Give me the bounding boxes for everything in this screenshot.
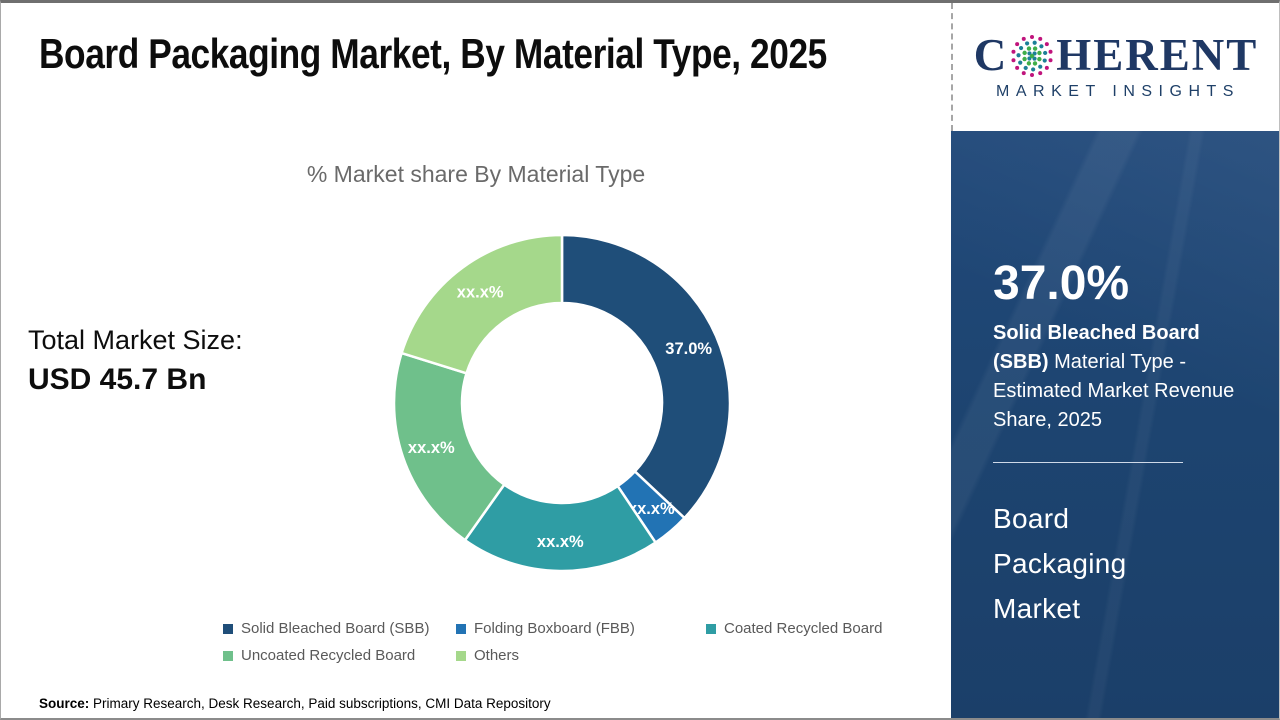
chart-title: % Market share By Material Type — [306, 161, 646, 187]
legend-item-solid-bleached-board-sbb: Solid Bleached Board (SBB) — [223, 620, 456, 637]
legend-label: Uncoated Recycled Board — [241, 647, 416, 664]
legend-swatch-icon — [223, 623, 233, 634]
donut-segment-label: xx.x% — [408, 439, 455, 457]
legend-swatch-icon — [456, 623, 466, 634]
dotted-globe-icon — [1011, 34, 1053, 77]
brand-logo-subtitle: MARKET INSIGHTS — [996, 83, 1240, 100]
sidebar-stat-label-rest: Material Type - Estimated Market Revenue… — [993, 351, 1235, 432]
sidebar-stat-value: 37.0% — [993, 257, 1130, 310]
legend-item-coated-recycled-board: Coated Recycled Board — [706, 620, 882, 637]
total-market-value: USD 45.7 Bn — [28, 363, 207, 396]
highlight-sidebar: 37.0% Solid Bleached Board (SBB) Materia… — [951, 131, 1279, 718]
legend-label: Folding Boxboard (FBB) — [474, 620, 635, 637]
sidebar-divider — [993, 462, 1183, 464]
legend-item-others: Others — [456, 647, 706, 664]
donut-segment-label: xx.x% — [537, 533, 584, 551]
donut-segment-label: 37.0% — [665, 340, 712, 358]
legend-swatch-icon — [706, 623, 716, 634]
total-market-label: Total Market Size: — [28, 325, 243, 355]
legend-label: Coated Recycled Board — [724, 620, 883, 637]
brand-logo-panel: C HERENT MARKET INSIGHTS — [951, 3, 1279, 131]
legend-item-uncoated-recycled-board: Uncoated Recycled Board — [223, 647, 456, 664]
sidebar-market-name: Board Packaging Market — [993, 503, 1127, 625]
donut-segment-others — [400, 233, 564, 375]
chart-legend: Solid Bleached Board (SBB) Folding Boxboa… — [223, 620, 882, 664]
legend-item-folding-boxboard-fbb: Folding Boxboard (FBB) — [456, 620, 706, 637]
total-market-block: Total Market Size: USD 45.7 Bn — [28, 325, 243, 397]
legend-swatch-icon — [456, 650, 466, 661]
legend-label: Solid Bleached Board (SBB) — [241, 620, 430, 637]
sidebar-stat-label-bold: Solid Bleached Board (SBB) — [993, 322, 1200, 374]
brand-logo-wordmark: C HERENT — [974, 33, 1259, 78]
legend-label: Others — [474, 647, 520, 664]
source-text: Primary Research, Desk Research, Paid su… — [89, 696, 551, 711]
source-label: Source: — [39, 696, 90, 711]
source-note: Source: Primary Research, Desk Research,… — [39, 696, 551, 711]
donut-chart-svg: 37.0% xx.x% xx.x% xx.x% xx.x% — [392, 233, 732, 573]
logo-text-prefix: C — [973, 30, 1009, 80]
donut-segment-label: xx.x% — [457, 284, 504, 302]
logo-text-suffix: HERENT — [1056, 30, 1259, 80]
legend-swatch-icon — [223, 650, 233, 661]
page-title: Board Packaging Market, By Material Type… — [39, 30, 827, 77]
donut-segment-solid-bleached-board-sbb — [560, 233, 732, 520]
sidebar-stat-description: Solid Bleached Board (SBB) Material Type… — [993, 319, 1235, 435]
donut-chart: 37.0% xx.x% xx.x% xx.x% xx.x% — [392, 233, 732, 573]
donut-segment-label: xx.x% — [628, 500, 675, 518]
